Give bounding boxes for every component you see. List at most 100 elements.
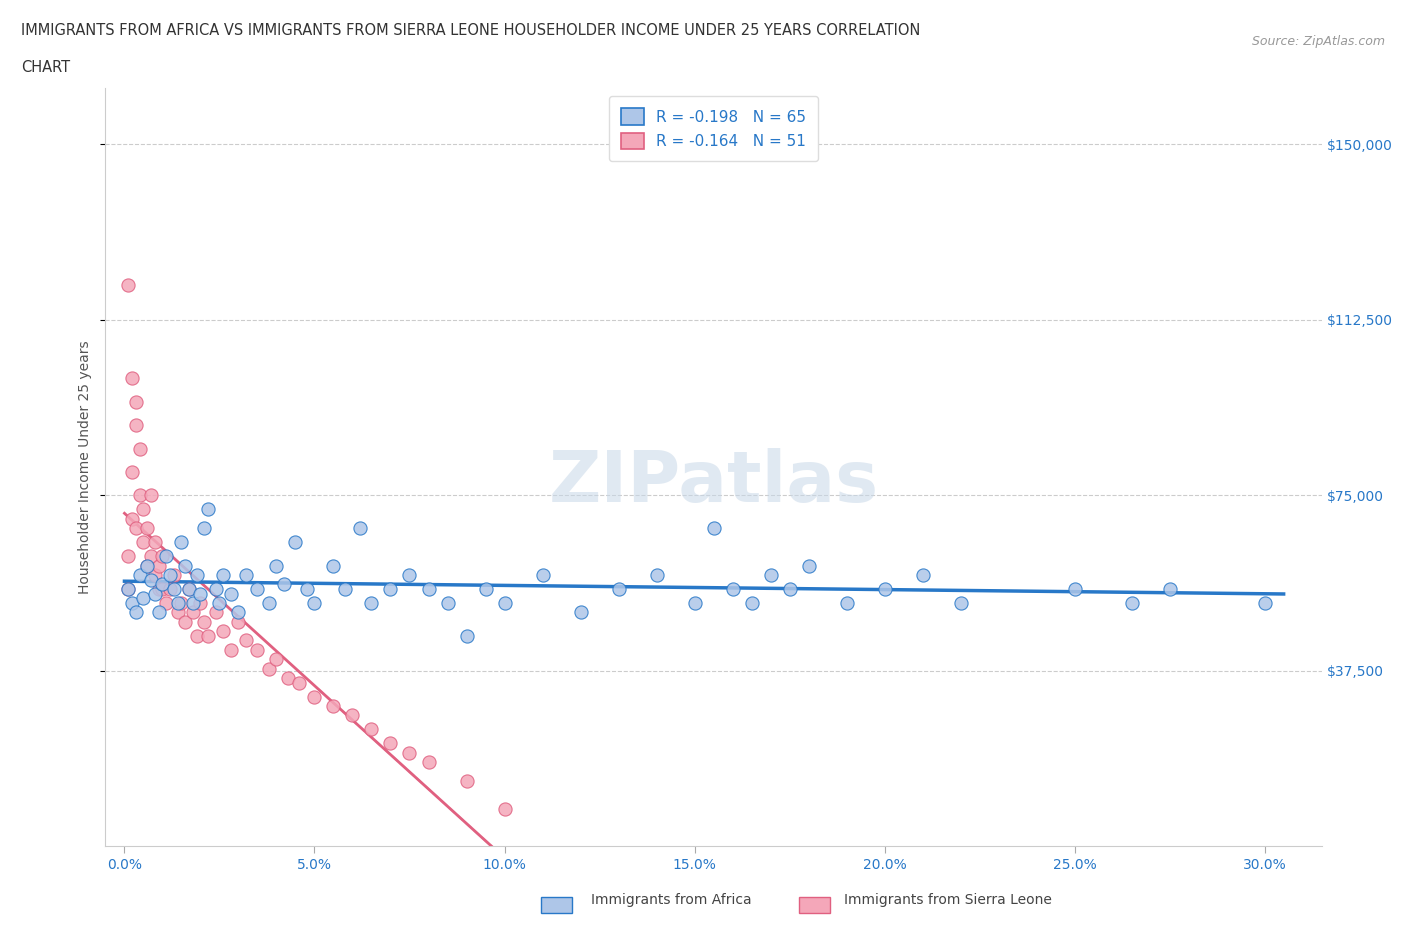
Point (333, 581, 356, 596)
Point (212, 624, 235, 639)
Point (1063, 581, 1085, 596)
Point (257, 661, 280, 676)
Point (531, 567, 554, 582)
Point (494, 595, 516, 610)
Point (360, 722, 382, 737)
Point (148, 604, 170, 619)
Point (152, 549, 174, 564)
Point (380, 736, 402, 751)
Point (208, 595, 231, 610)
Point (494, 802, 516, 817)
Point (380, 581, 402, 596)
Point (474, 581, 496, 596)
Point (257, 595, 280, 610)
Point (159, 567, 181, 582)
Point (228, 615, 250, 630)
Point (181, 595, 204, 610)
Point (148, 558, 170, 573)
Point (645, 567, 668, 582)
Text: Source: ZipAtlas.com: Source: ZipAtlas.com (1251, 35, 1385, 48)
Point (295, 581, 318, 596)
Point (152, 581, 174, 596)
Point (246, 581, 269, 596)
Point (322, 558, 344, 573)
Point (181, 604, 204, 619)
Point (125, 418, 148, 432)
Point (759, 567, 782, 582)
Point (155, 549, 177, 564)
Point (186, 567, 208, 582)
Point (741, 595, 763, 610)
Point (702, 521, 725, 536)
Text: CHART: CHART (21, 60, 70, 75)
Point (174, 615, 197, 630)
Point (418, 581, 440, 596)
Point (456, 774, 478, 789)
Y-axis label: Householder Income Under 25 years: Householder Income Under 25 years (77, 340, 91, 594)
Point (235, 567, 257, 582)
Point (132, 535, 155, 550)
Point (136, 521, 159, 536)
Point (166, 595, 188, 610)
Point (143, 586, 166, 601)
Point (125, 394, 148, 409)
Point (197, 629, 219, 644)
Point (1253, 595, 1275, 610)
Point (132, 591, 155, 605)
Point (174, 558, 197, 573)
Point (349, 521, 371, 536)
Point (177, 581, 200, 596)
Point (139, 488, 162, 503)
Point (125, 604, 148, 619)
Point (163, 567, 186, 582)
Point (288, 675, 311, 690)
Point (117, 581, 139, 596)
Point (163, 581, 186, 596)
Point (219, 586, 242, 601)
Point (246, 643, 269, 658)
Point (284, 535, 307, 550)
Point (121, 371, 143, 386)
Point (143, 535, 166, 550)
Point (170, 535, 193, 550)
Point (125, 521, 148, 536)
Point (148, 581, 170, 596)
Point (204, 604, 226, 619)
Point (136, 558, 159, 573)
Point (1159, 581, 1181, 596)
Point (193, 521, 215, 536)
Point (170, 595, 193, 610)
Point (569, 604, 592, 619)
Point (204, 581, 226, 596)
Point (398, 567, 420, 582)
Point (212, 567, 235, 582)
Point (117, 549, 139, 564)
Point (193, 615, 215, 630)
Point (228, 604, 250, 619)
Point (190, 595, 212, 610)
Point (277, 671, 299, 685)
Point (911, 567, 934, 582)
Text: ZIPatlas: ZIPatlas (548, 448, 879, 517)
Point (342, 708, 364, 723)
Point (835, 595, 858, 610)
Point (139, 572, 162, 587)
Point (128, 567, 150, 582)
Point (190, 586, 212, 601)
Point (266, 652, 288, 667)
Point (456, 629, 478, 644)
Point (797, 558, 820, 573)
Point (779, 581, 801, 596)
Point (128, 488, 150, 503)
Point (219, 643, 242, 658)
Point (117, 277, 139, 292)
Legend: R = -0.198   N = 65, R = -0.164   N = 51: R = -0.198 N = 65, R = -0.164 N = 51 (609, 96, 818, 162)
Point (266, 558, 288, 573)
Point (721, 581, 744, 596)
Point (121, 465, 143, 480)
Point (949, 595, 972, 610)
Point (139, 549, 162, 564)
Point (360, 595, 382, 610)
Point (128, 441, 150, 456)
Point (683, 595, 706, 610)
